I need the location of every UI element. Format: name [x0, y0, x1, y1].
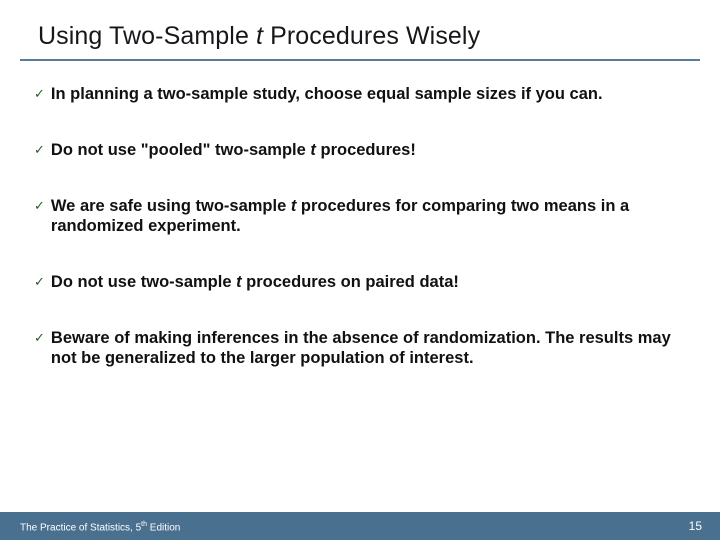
- bullet-item: ✓ Do not use "pooled" two-sample t proced…: [34, 140, 686, 160]
- title-underline: [20, 59, 700, 61]
- check-icon: ✓: [34, 140, 45, 160]
- bullet-item: ✓ Do not use two-sample t procedures on p…: [34, 272, 686, 292]
- slide-title: Using Two-Sample t Procedures Wisely: [38, 22, 480, 51]
- footer-text: The Practice of Statistics, 5th Edition: [20, 521, 180, 533]
- check-icon: ✓: [34, 328, 45, 348]
- title-italic-t: t: [256, 22, 263, 50]
- bullet-text: Beware of making inferences in the absen…: [51, 328, 686, 368]
- bullet-item: ✓ Beware of making inferences in the abse…: [34, 328, 686, 368]
- bullet-text: Do not use "pooled" two-sample t procedu…: [51, 140, 416, 160]
- bullet-list: ✓ In planning a two-sample study, choose …: [34, 84, 686, 404]
- title-post: Procedures Wisely: [263, 22, 480, 50]
- title-pre: Using Two-Sample: [38, 22, 256, 50]
- page-number: 15: [689, 519, 702, 533]
- slide: Using Two-Sample t Procedures Wisely ✓ In…: [0, 0, 720, 540]
- bullet-item: ✓ In planning a two-sample study, choose …: [34, 84, 686, 104]
- bullet-text: In planning a two-sample study, choose e…: [51, 84, 603, 104]
- check-icon: ✓: [34, 272, 45, 292]
- check-icon: ✓: [34, 196, 45, 216]
- bullet-text: Do not use two-sample t procedures on pa…: [51, 272, 459, 292]
- bullet-item: ✓ We are safe using two-sample t procedur…: [34, 196, 686, 236]
- check-icon: ✓: [34, 84, 45, 104]
- bullet-text: We are safe using two-sample t procedure…: [51, 196, 686, 236]
